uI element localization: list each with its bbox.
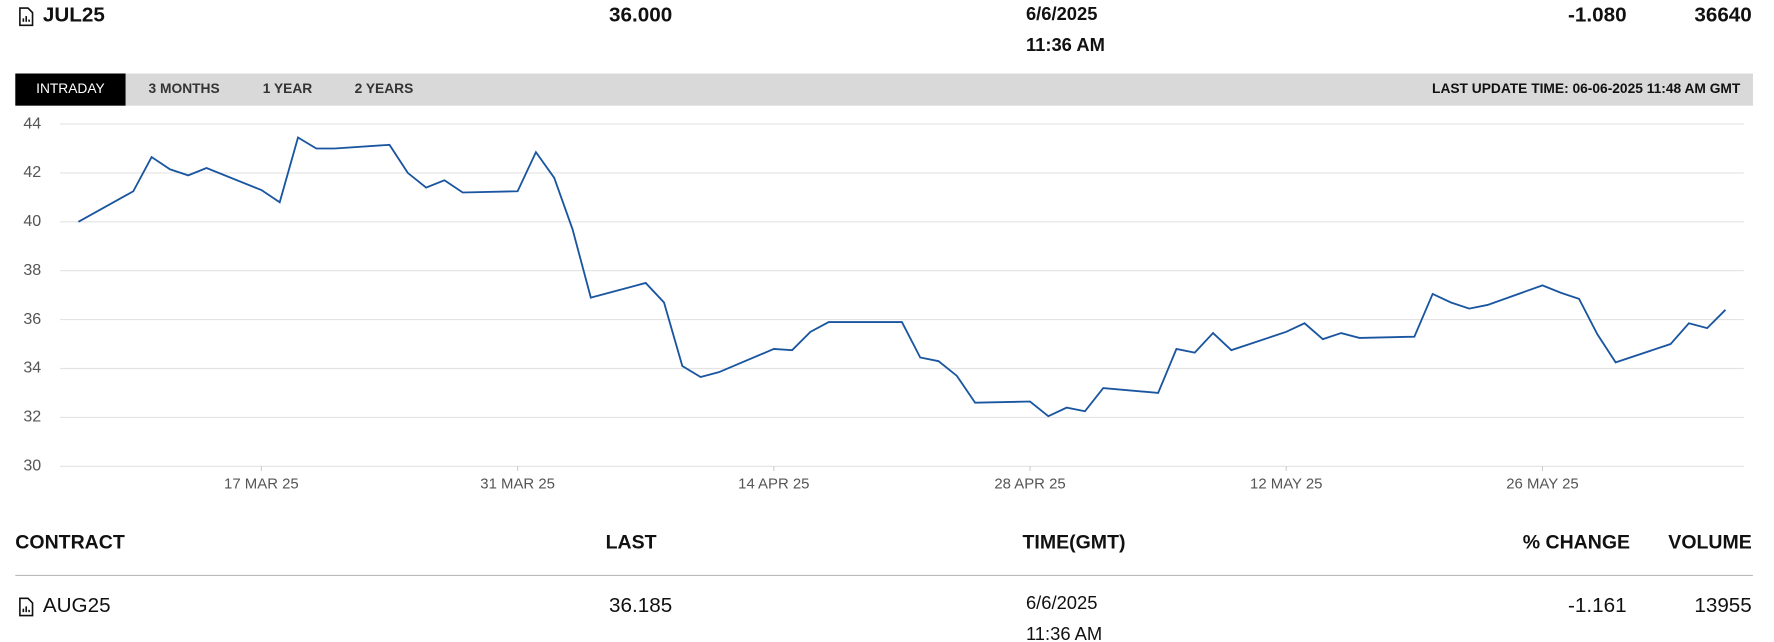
column-header: LAST (606, 531, 657, 553)
column-header: TIME(GMT) (1023, 531, 1126, 553)
y-tick-label: 34 (23, 359, 41, 377)
column-header: % CHANGE (1523, 531, 1630, 553)
y-tick-label: 32 (23, 408, 41, 426)
x-tick-label: 26 MAY 25 (1506, 476, 1578, 493)
header: JUL25 36.000 6/6/2025 11:36 AM -1.080 36… (19, 3, 1752, 55)
column-header: VOLUME (1668, 531, 1752, 553)
time: 11:36 AM (1026, 623, 1102, 642)
table: CONTRACT LAST TIME(GMT) % CHANGE VOLUME … (15, 531, 1753, 642)
x-tick-label: 28 APR 25 (994, 476, 1065, 493)
last: 36.185 (609, 594, 672, 617)
price-line (77, 136, 1727, 418)
tab[interactable]: INTRADAY (36, 81, 105, 96)
column-header: CONTRACT (15, 531, 125, 553)
volume: 13955 (1694, 594, 1751, 617)
tab-active-bg (15, 73, 126, 106)
tab[interactable]: 2 YEARS (355, 81, 414, 96)
x-tick-label: 12 MAY 25 (1250, 476, 1322, 493)
date: 6/6/2025 (1026, 3, 1097, 24)
last-update: LAST UPDATE TIME: 06-06-2025 11:48 AM GM… (1432, 81, 1741, 96)
y-tick-label: 44 (23, 114, 41, 132)
change: -1.161 (1568, 594, 1627, 617)
tab[interactable]: 1 YEAR (263, 81, 313, 96)
last: 36.000 (609, 4, 672, 27)
time: 11:36 AM (1026, 34, 1105, 55)
tab-bar-bg (15, 73, 1753, 106)
x-tick-label: 14 APR 25 (738, 476, 809, 493)
y-tick-label: 38 (23, 261, 41, 279)
x-tick-label: 17 MAR 25 (224, 476, 299, 493)
date: 6/6/2025 (1026, 592, 1097, 613)
x-tick-label: 31 MAR 25 (480, 476, 555, 493)
change: -1.080 (1568, 4, 1627, 27)
y-tick-label: 42 (23, 163, 41, 181)
volume: 36640 (1694, 4, 1751, 27)
contract: JUL25 (43, 4, 105, 27)
doc-icon (19, 7, 34, 27)
tab-bar: INTRADAY 3 MONTHS 1 YEAR 2 YEARS LAST UP… (15, 73, 1753, 106)
chart: 30 32 34 36 38 40 42 44 17 MAR 25 31 MAR 25 14 APR… (23, 114, 1744, 493)
y-tick-label: 36 (23, 310, 41, 328)
contract[interactable]: AUG25 (43, 594, 111, 617)
y-tick-label: 30 (23, 457, 41, 475)
tab[interactable]: 3 MONTHS (149, 81, 220, 96)
y-tick-label: 40 (23, 212, 41, 230)
doc-icon (19, 597, 34, 617)
